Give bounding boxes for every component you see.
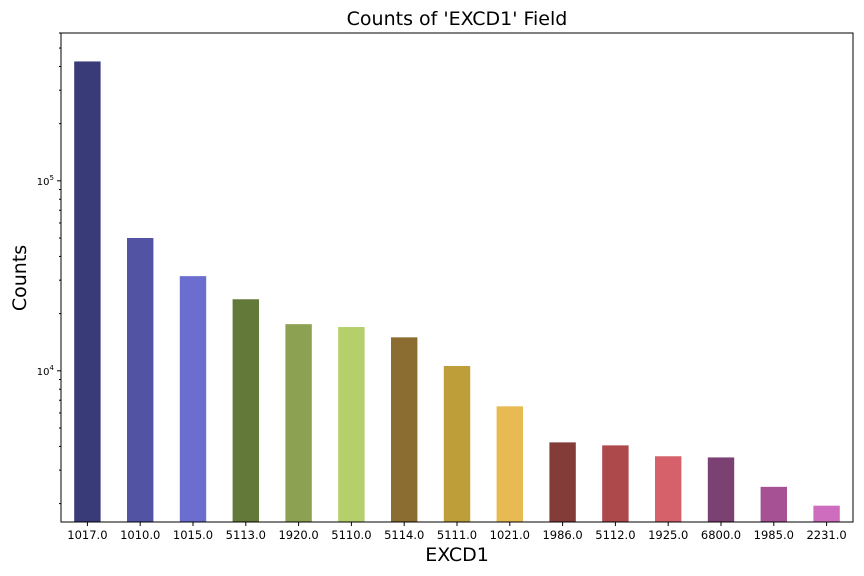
plot-frame (60, 32, 854, 523)
bar (813, 505, 840, 522)
x-tick-label: 5111.0 (437, 528, 477, 542)
bar (496, 406, 523, 522)
bar (179, 276, 207, 522)
x-tick-label: 2231.0 (806, 528, 846, 542)
x-tick-label: 1021.0 (490, 528, 530, 542)
x-tick-label: 5112.0 (595, 528, 635, 542)
x-tick-label: 5113.0 (226, 528, 266, 542)
y-tick-label: 104 (37, 364, 55, 378)
x-axis-label: EXCD1 (425, 544, 489, 566)
bar (549, 442, 576, 522)
bar (285, 324, 312, 522)
bar (127, 238, 154, 522)
bars-group (74, 61, 840, 523)
bar (391, 337, 418, 522)
bar (232, 299, 259, 522)
bar (655, 456, 682, 522)
x-tick-label: 1015.0 (173, 528, 213, 542)
chart-title: Counts of 'EXCD1' Field (347, 8, 568, 30)
bar (443, 365, 471, 522)
x-tick-label: 1017.0 (67, 528, 107, 542)
x-tick-label: 5110.0 (331, 528, 371, 542)
x-axis-ticks: 1017.0 1010.0 1015.0 5113.0 1920.0 5110.0 5114… (67, 522, 847, 542)
bar (338, 327, 365, 522)
y-axis-ticks: 104 105 (37, 32, 61, 505)
y-axis-label: Counts (9, 245, 31, 311)
x-tick-label: 1986.0 (542, 528, 582, 542)
x-tick-label: 1920.0 (278, 528, 318, 542)
x-tick-label: 5114.0 (384, 528, 424, 542)
x-tick-label: 1985.0 (754, 528, 794, 542)
x-tick-label: 1925.0 (648, 528, 688, 542)
bar (760, 486, 787, 522)
x-tick-label: 1010.0 (120, 528, 160, 542)
bar (602, 445, 629, 522)
x-tick-label: 6800.0 (701, 528, 741, 542)
bar (707, 457, 735, 522)
bar (74, 61, 101, 523)
y-tick-label: 105 (37, 174, 54, 188)
